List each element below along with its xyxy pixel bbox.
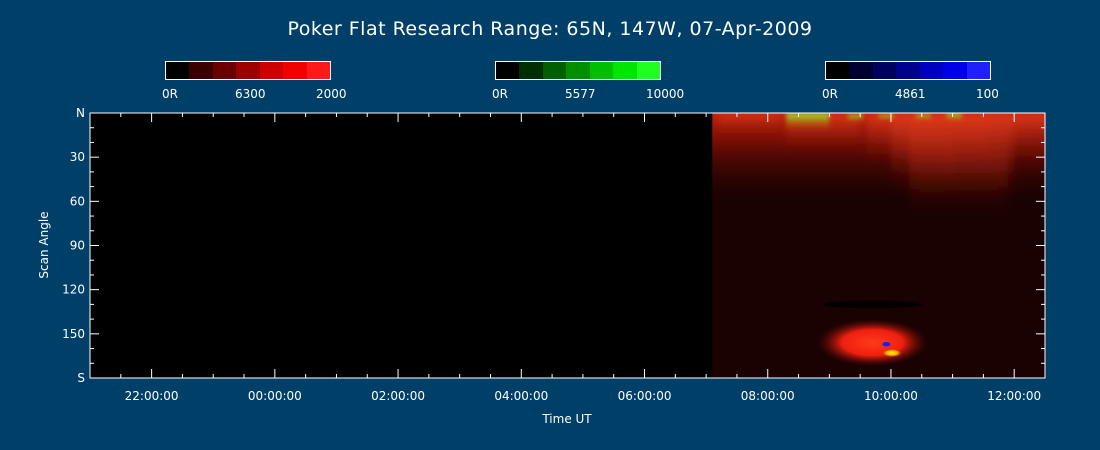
y-axis-label: Scan Angle — [37, 211, 51, 278]
colorbar-5577-max-label: 10000 — [646, 87, 685, 101]
y-tick-label: 150 — [62, 327, 85, 341]
colorbar-4861-scale — [825, 61, 991, 80]
colorbar-red-segment — [283, 62, 307, 79]
colorbar-green-segment — [519, 62, 543, 79]
green-arc-mark — [786, 113, 830, 131]
feature-red-patch-south — [817, 300, 928, 367]
colorbar-green-segment — [566, 62, 590, 79]
colorbar-6300-name-label: 6300 — [235, 87, 266, 101]
curtain-streak — [718, 113, 781, 140]
colorbar-red-segment — [236, 62, 260, 79]
green-arc-mark — [946, 113, 962, 122]
x-tick-label: 04:00:00 — [494, 389, 548, 403]
colorbar-red-segment — [259, 62, 284, 79]
y-tick-label: 60 — [70, 194, 85, 208]
curtain-streak — [1026, 113, 1045, 150]
colorbar-red-segment — [189, 62, 213, 79]
x-tick-label: 22:00:00 — [125, 389, 179, 403]
colorbar-4861-name-label: 4861 — [895, 87, 926, 101]
data-region — [712, 113, 1045, 378]
colorbar-blue-segment — [919, 62, 944, 79]
green-arc-mark — [915, 114, 932, 121]
x-tick-label: 08:00:00 — [741, 389, 795, 403]
colorbar-4861-min-label: 0R — [822, 87, 838, 101]
x-tick-label: 10:00:00 — [864, 389, 918, 403]
colorbar-red-segment — [166, 62, 190, 79]
red-patch-mark — [817, 319, 928, 367]
green-arc-mark — [847, 114, 864, 122]
colorbar-green-segment — [542, 62, 567, 79]
colorbar-blue-segment — [966, 62, 990, 79]
x-tick-label: 06:00:00 — [618, 389, 672, 403]
y-axis: N 30 60 90 120 150 S — [62, 106, 1045, 385]
colorbar-4861: 0R 4861 100 — [822, 61, 999, 101]
colorbar-5577: 0R 5577 10000 — [492, 61, 684, 101]
feature-green-arc-north — [786, 113, 962, 131]
colorbar-blue-segment — [849, 62, 873, 79]
colorbar-6300-scale — [165, 61, 331, 80]
colorbar-green-segment — [589, 62, 614, 79]
colorbar-6300: 0R 6300 2000 — [162, 61, 347, 101]
colorbar-blue-segment — [872, 62, 897, 79]
colorbar-green-segment — [613, 62, 637, 79]
x-tick-label: 02:00:00 — [371, 389, 425, 403]
colorbar-4861-max-label: 100 — [976, 87, 999, 101]
dark-gap-band — [822, 300, 923, 309]
colorbar-5577-min-label: 0R — [492, 87, 508, 101]
x-tick-label: 00:00:00 — [248, 389, 302, 403]
blue-spot-mark — [882, 341, 891, 347]
colorbar-5577-scale — [495, 61, 661, 80]
colorbar-red-segment — [212, 62, 237, 79]
colorbar-6300-max-label: 2000 — [316, 87, 347, 101]
colorbar-green-segment — [636, 62, 660, 79]
y-tick-label: S — [77, 371, 85, 385]
x-tick-label: 12:00:00 — [987, 389, 1041, 403]
y-tick-label: 90 — [70, 239, 85, 253]
green-arc-mark — [878, 114, 895, 121]
chart-title: Poker Flat Research Range: 65N, 147W, 07… — [287, 18, 813, 40]
x-axis-label: Time UT — [541, 412, 592, 426]
colorbar-6300-min-label: 0R — [162, 87, 178, 101]
x-axis: 22:00:00 00:00:00 02:00:00 04:00:00 06:00:00… — [89, 113, 1046, 403]
colorbar-green-segment — [496, 62, 520, 79]
yellow-core-mark — [881, 348, 902, 357]
red-curtains — [718, 113, 1045, 217]
colorbar-blue-segment — [896, 62, 920, 79]
colorbar-red-segment — [306, 62, 330, 79]
y-tick-label: N — [76, 106, 85, 120]
colorbar-5577-name-label: 5577 — [565, 87, 596, 101]
y-tick-label: 30 — [70, 150, 85, 164]
colorbar-blue-segment — [826, 62, 850, 79]
colorbar-blue-segment — [943, 62, 967, 79]
y-tick-label: 120 — [62, 283, 85, 297]
